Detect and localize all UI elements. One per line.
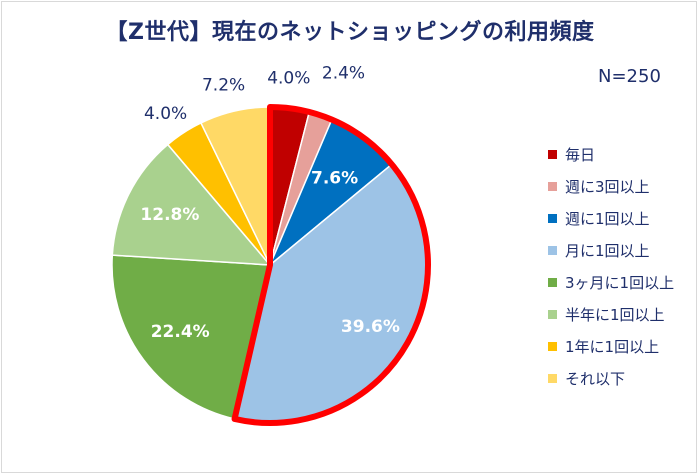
data-label-7: 4.0% <box>144 104 187 124</box>
legend-item-2: 週に3回以上 <box>548 170 674 202</box>
legend-swatch-5 <box>548 277 557 287</box>
legend-item-8: それ以下 <box>548 362 674 394</box>
legend-item-3: 週に1回以上 <box>548 202 674 234</box>
data-label-4: 39.6% <box>341 317 400 337</box>
legend-swatch-6 <box>548 309 557 319</box>
data-label-2: 2.4% <box>322 64 365 84</box>
legend-item-5: 3ヶ月に1回以上 <box>548 266 674 298</box>
legend-label-6: 半年に1回以上 <box>565 305 665 324</box>
legend-item-1: 毎日 <box>548 138 674 170</box>
legend-label-8: それ以下 <box>565 369 626 388</box>
data-label-5: 22.4% <box>151 322 210 342</box>
legend-label-1: 毎日 <box>565 145 596 164</box>
legend-label-7: 1年に1回以上 <box>565 337 660 356</box>
legend-label-5: 3ヶ月に1回以上 <box>565 273 675 292</box>
highlight-outline <box>231 104 431 426</box>
legend-label-2: 週に3回以上 <box>565 177 650 196</box>
legend-swatch-1 <box>548 149 557 159</box>
legend-swatch-2 <box>548 181 557 191</box>
pie-slice-5 <box>111 254 271 420</box>
legend-swatch-7 <box>548 341 557 351</box>
legend-swatch-8 <box>548 373 557 383</box>
data-label-8: 7.2% <box>202 76 245 96</box>
sample-size-label: N=250 <box>598 66 661 87</box>
legend-label-4: 月に1回以上 <box>565 241 650 260</box>
legend-item-7: 1年に1回以上 <box>548 330 674 362</box>
legend-label-3: 週に1回以上 <box>565 209 650 228</box>
data-label-6: 12.8% <box>140 205 199 225</box>
data-label-1: 4.0% <box>267 68 310 88</box>
chart-title: 【Z世代】現在のネットショッピングの利用頻度 <box>105 20 595 45</box>
pie-slice-6 <box>111 143 272 266</box>
legend-swatch-4 <box>548 245 557 255</box>
legend: 毎日週に3回以上 週に1回以上 月に1回以上 3ヶ月に1回以上 半年に1回以上 1年に1回… <box>548 138 674 394</box>
data-label-3: 7.6% <box>311 168 358 188</box>
legend-item-6: 半年に1回以上 <box>548 298 674 330</box>
legend-item-4: 月に1回以上 <box>548 234 674 266</box>
legend-swatch-3 <box>548 213 557 223</box>
